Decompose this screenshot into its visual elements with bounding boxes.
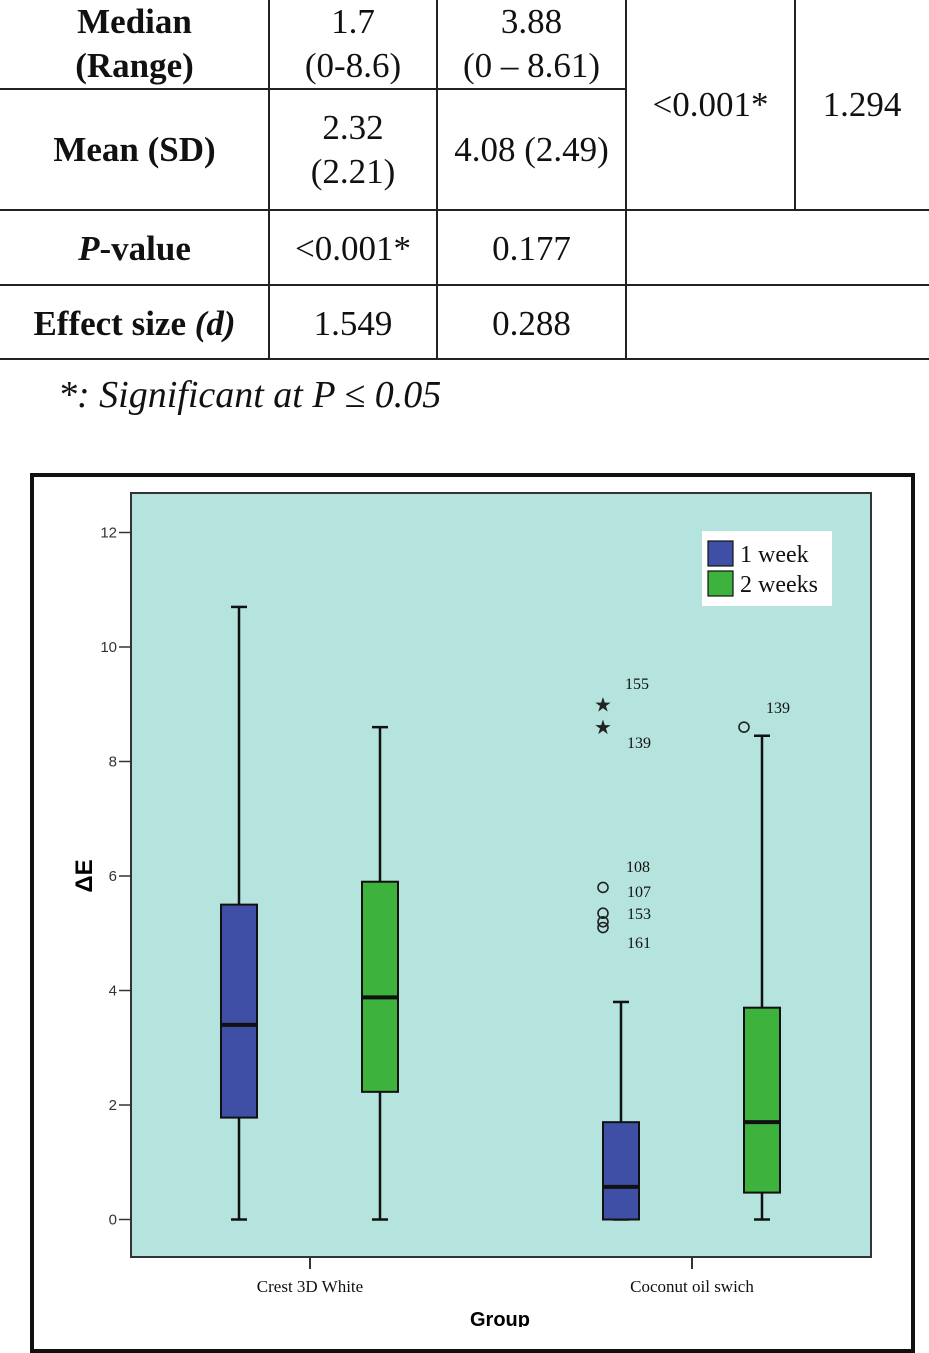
box	[361, 880, 399, 1093]
legend-label: 1 week	[740, 542, 809, 568]
row-pvalue-label: P-value	[0, 212, 269, 285]
mean-2weeks: 4.08 (2.49)	[454, 130, 609, 169]
legend-swatch	[707, 570, 734, 597]
table-divider	[268, 0, 270, 360]
median-1week-value: 1.7	[331, 2, 375, 41]
table-rule	[0, 209, 929, 211]
y-tick-label: 10	[100, 639, 117, 656]
y-tick-label: 2	[109, 1097, 117, 1114]
mean-1week-value: 2.32	[322, 108, 384, 147]
outlier-circle	[597, 915, 609, 928]
y-tick-label: 6	[109, 868, 117, 885]
median-1week-range: (0-8.6)	[304, 46, 402, 85]
pvalue-label-rest: -value	[99, 228, 191, 268]
outlier-label: 139	[627, 735, 651, 752]
effect-label-text: Effect size	[33, 303, 195, 343]
table-rule	[0, 284, 929, 286]
outlier-circle	[597, 907, 609, 920]
outlier-label: 153	[627, 906, 651, 923]
median-2weeks-value: 3.88	[500, 2, 563, 41]
median-label-line2: (Range)	[75, 46, 194, 85]
y-tick-label: 4	[109, 983, 117, 1000]
median-2weeks-range: (0 – 8.61)	[462, 46, 601, 85]
outlier-label: 139	[766, 700, 790, 717]
table-rule	[0, 88, 626, 90]
mean-1week: 2.32 (2.21)	[269, 90, 437, 210]
x-tick-label: Coconut oil swich	[630, 1277, 754, 1296]
outlier-label: 161	[627, 935, 651, 952]
legend-swatch	[707, 540, 734, 567]
row-effect-label: Effect size (d)	[0, 287, 269, 360]
row-median-label: Median (Range)	[0, 0, 269, 88]
legend-label: 2 weeks	[740, 572, 818, 598]
mean-1week-sd: (2.21)	[310, 152, 396, 191]
outlier-circle	[738, 721, 750, 733]
merged-effect-size: 1.294	[822, 85, 902, 124]
results-table: Median (Range) 1.7 (0-8.6) 3.88 (0 – 8.61) …	[0, 0, 929, 360]
outlier-star: ★	[594, 717, 612, 739]
table-divider	[436, 0, 438, 360]
outlier-circle	[597, 921, 609, 934]
effect-2weeks: 0.288	[492, 303, 571, 343]
effect-label-italic: (d)	[194, 303, 236, 343]
box	[602, 1121, 640, 1221]
x-tick-label: Crest 3D White	[257, 1277, 363, 1296]
merged-pvalue: <0.001*	[652, 85, 769, 124]
row-mean-label: Mean (SD)	[53, 130, 216, 169]
y-tick-label: 0	[109, 1212, 117, 1229]
median-label-line1: Median	[77, 2, 192, 41]
y-axis-label: ΔE	[71, 859, 98, 892]
outlier-star: ★	[594, 694, 612, 716]
y-tick-label: 12	[100, 525, 117, 542]
pvalue-1week: <0.001*	[295, 228, 411, 268]
median-2weeks: 3.88 (0 – 8.61)	[437, 0, 626, 88]
table-divider	[625, 0, 627, 360]
outlier-label: 107	[627, 884, 651, 901]
pvalue-2weeks: 0.177	[492, 228, 571, 268]
table-rule	[0, 358, 929, 360]
pvalue-label-italic: P	[78, 228, 100, 268]
table-divider	[794, 0, 796, 210]
median-1week: 1.7 (0-8.6)	[269, 0, 437, 88]
y-tick-label: 8	[109, 754, 117, 771]
effect-1week: 1.549	[313, 303, 393, 343]
outlier-label: 155	[625, 676, 649, 693]
table-footnote: *: Significant at P ≤ 0.05	[58, 374, 442, 416]
box	[743, 1006, 781, 1194]
outlier-circle	[597, 881, 609, 894]
outlier-label: 108	[626, 859, 650, 876]
box	[220, 903, 258, 1119]
x-axis-label: Group	[470, 1309, 530, 1327]
